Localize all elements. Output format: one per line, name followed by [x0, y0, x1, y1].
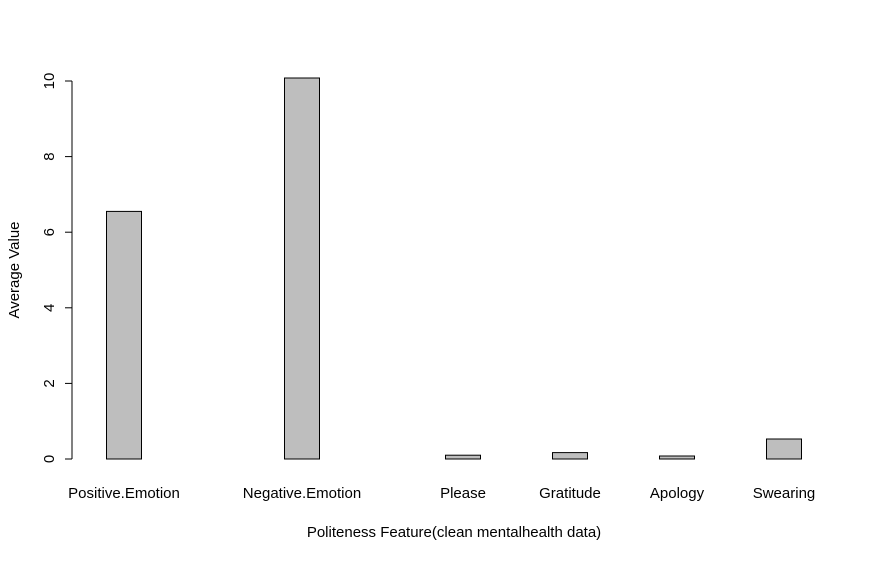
y-tick-label-2: 2 — [41, 379, 58, 387]
y-tick-label-8: 8 — [41, 152, 58, 160]
category-label-gratitude: Gratitude — [539, 485, 601, 502]
category-label-positive-emotion: Positive.Emotion — [68, 485, 180, 502]
category-labels: Positive.Emotion Negative.Emotion Please Gr… — [68, 485, 815, 502]
y-tick-label-4: 4 — [41, 304, 58, 312]
category-label-please: Please — [440, 485, 486, 502]
bar-gratitude — [552, 452, 588, 460]
bar-swearing — [766, 438, 802, 460]
bar-apology — [659, 455, 695, 460]
bar-negative-emotion — [284, 77, 320, 460]
y-tick-label-0: 0 — [41, 455, 58, 463]
y-tick-label-6: 6 — [41, 228, 58, 236]
category-label-swearing: Swearing — [753, 485, 816, 502]
category-label-apology: Apology — [650, 485, 705, 502]
y-tick-label-10: 10 — [41, 73, 58, 90]
y-axis-title: Average Value — [6, 221, 23, 318]
y-axis: 0 2 4 6 8 10 — [41, 73, 73, 463]
category-label-negative-emotion: Negative.Emotion — [243, 485, 361, 502]
x-axis-title: Politeness Feature(clean mentalhealth da… — [307, 524, 601, 541]
bars-group — [106, 77, 802, 460]
bar-positive-emotion — [106, 210, 142, 460]
bar-please — [445, 454, 481, 460]
